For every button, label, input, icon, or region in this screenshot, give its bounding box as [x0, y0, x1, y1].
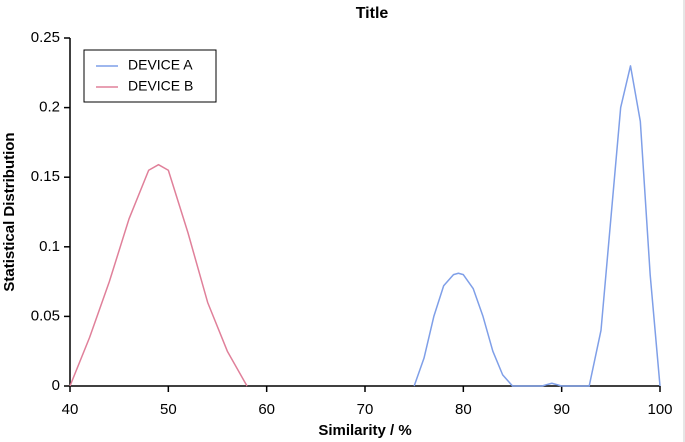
- x-tick-label: 80: [455, 401, 472, 418]
- y-tick-label: 0.25: [31, 29, 60, 46]
- y-axis-label: Statistical Distribution: [1, 132, 18, 291]
- y-tick-label: 0.1: [39, 238, 60, 255]
- chart-title: Title: [356, 5, 389, 22]
- y-tick-label: 0.2: [39, 99, 60, 116]
- y-tick-label: 0.05: [31, 307, 60, 324]
- x-axis-label: Similarity / %: [318, 422, 411, 439]
- legend-label: DEVICE B: [128, 78, 193, 94]
- y-tick-label: 0: [52, 377, 60, 394]
- x-tick-label: 70: [357, 401, 374, 418]
- data-line: [69, 163, 248, 387]
- x-tick-label: 100: [647, 401, 672, 418]
- x-tick-label: 50: [160, 401, 177, 418]
- x-tick-label: 90: [553, 401, 570, 418]
- data-line: [413, 65, 661, 387]
- legend-box: [83, 49, 217, 103]
- y-tick-label: 0.15: [31, 168, 60, 185]
- legend-label: DEVICE A: [128, 57, 193, 73]
- x-tick-label: 40: [62, 401, 79, 418]
- x-tick-label: 60: [258, 401, 275, 418]
